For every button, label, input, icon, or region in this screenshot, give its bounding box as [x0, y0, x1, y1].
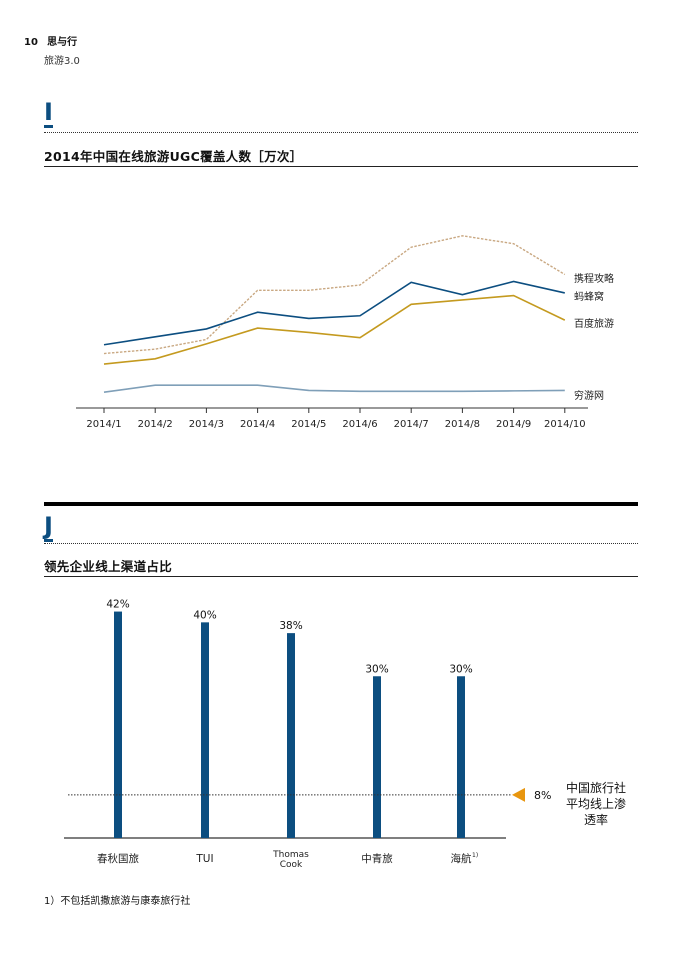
line-chart-x-tick-label: 2014/1 — [86, 419, 121, 430]
page-number: 10 — [24, 37, 38, 48]
reference-caption: 中国旅行社 平均线上渗 透率 — [556, 780, 636, 828]
bar-category-label: Cook — [280, 860, 303, 870]
line-chart-x-tick-label: 2014/6 — [342, 419, 377, 430]
bar — [373, 676, 381, 838]
reference-caption-line-3: 透率 — [583, 813, 608, 827]
bar-category-label: TUI — [195, 853, 213, 865]
bar-category-superscript: 1) — [472, 852, 478, 859]
bar-category-label: 春秋国旅 — [97, 852, 139, 865]
bar-value-label: 42% — [106, 599, 129, 611]
section-divider — [44, 502, 638, 506]
footnote: 1）不包括凯撒旅游与康泰旅行社 — [44, 896, 191, 907]
bar-value-label: 30% — [449, 663, 472, 675]
section-letter-i-text: I — [44, 98, 53, 126]
line-chart-x-tick-label: 2014/2 — [138, 419, 173, 430]
bar — [287, 633, 295, 838]
line-chart-x-tick-label: 2014/9 — [496, 419, 531, 430]
bar — [457, 676, 465, 838]
reference-marker-icon — [512, 787, 525, 802]
publication-subtitle: 旅游3.0 — [44, 56, 80, 67]
reference-caption-line-2: 平均线上渗 — [565, 797, 626, 811]
line-chart-x-tick-label: 2014/3 — [189, 419, 224, 430]
bar — [201, 622, 209, 838]
line-chart-title: 2014年中国在线旅游UGC覆盖人数［万次］ — [44, 149, 303, 164]
bar-category-label: 中青旅 — [361, 852, 393, 865]
page-header: 10 思与行 — [24, 36, 77, 50]
line-series — [103, 384, 565, 393]
bar-category-label: Thomas — [272, 850, 309, 860]
bar-value-label: 40% — [193, 609, 216, 621]
bar-value-label: 38% — [279, 620, 302, 632]
line-series — [103, 235, 566, 355]
line-series-label: 穷游网 — [574, 389, 604, 402]
line-chart-x-tick-label: 2014/8 — [445, 419, 480, 430]
section-j-dotted-rule — [44, 543, 638, 544]
line-series-label: 百度旅游 — [574, 317, 614, 330]
publication-title: 思与行 — [47, 37, 78, 48]
section-letter-i: I — [44, 100, 53, 128]
line-series — [103, 294, 566, 365]
line-chart-x-tick-label: 2014/4 — [240, 419, 275, 430]
section-i-dotted-rule — [44, 132, 638, 133]
line-chart: 2014/1 2014/2 2014/3 2014/4 2014/5 2014/6 2014… — [76, 235, 614, 430]
reference-caption-line-1: 中国旅行社 — [565, 781, 626, 795]
section-letter-i-underline — [44, 125, 53, 128]
bar-category-label: 海航 — [451, 852, 472, 865]
bar-value-label: 30% — [365, 663, 388, 675]
line-series-label: 携程攻略 — [574, 272, 614, 285]
line-chart-x-tick-label: 2014/10 — [544, 419, 586, 430]
line-series-label: 蚂蜂窝 — [574, 290, 604, 303]
section-letter-j-underline — [44, 539, 53, 542]
line-chart-x-tick-label: 2014/7 — [394, 419, 429, 430]
section-letter-j-text: J — [44, 512, 53, 540]
line-chart-title-rule — [44, 166, 638, 167]
bar-chart-title-rule — [44, 576, 638, 577]
section-letter-j: J — [44, 514, 53, 542]
reference-value-label: 8% — [534, 789, 551, 802]
line-chart-x-tick-label: 2014/5 — [291, 419, 326, 430]
bar — [114, 611, 122, 838]
bar-chart-title: 领先企业线上渠道占比 — [44, 559, 173, 574]
line-series — [103, 280, 565, 346]
